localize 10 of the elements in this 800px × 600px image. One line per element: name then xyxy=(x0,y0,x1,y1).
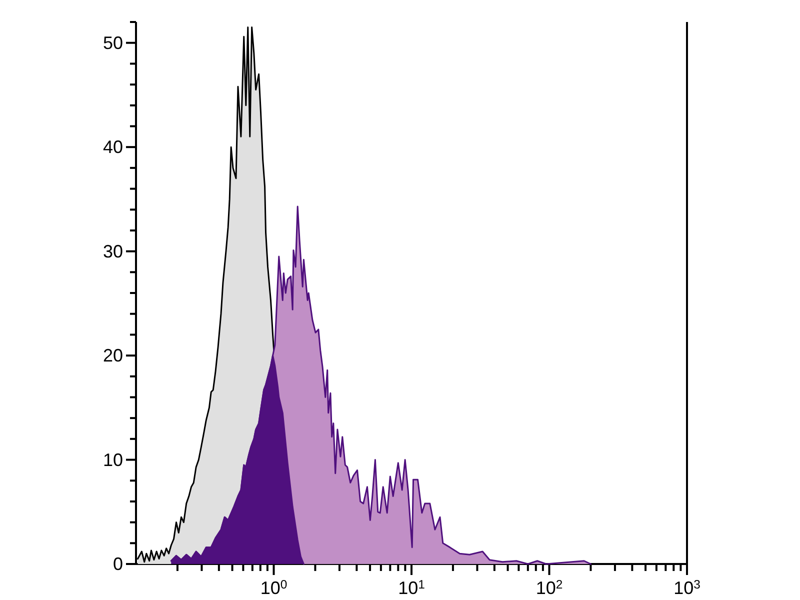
x-tick-label: 10$^{3}$ xyxy=(674,577,701,598)
y-tick-label: 10 xyxy=(102,450,123,470)
y-tick-label: 50 xyxy=(102,32,123,53)
y-tick-label: 20 xyxy=(102,346,123,366)
y-tick-label: 0 xyxy=(112,554,123,574)
x-tick-label: 10$^{1}$ xyxy=(398,577,426,598)
y-tick-label: 40 xyxy=(102,137,123,158)
y-tick-label: 30 xyxy=(102,241,123,262)
x-tick-label: 10$^{0}$ xyxy=(260,577,288,598)
x-tick-label: 10$^{2}$ xyxy=(536,577,563,598)
